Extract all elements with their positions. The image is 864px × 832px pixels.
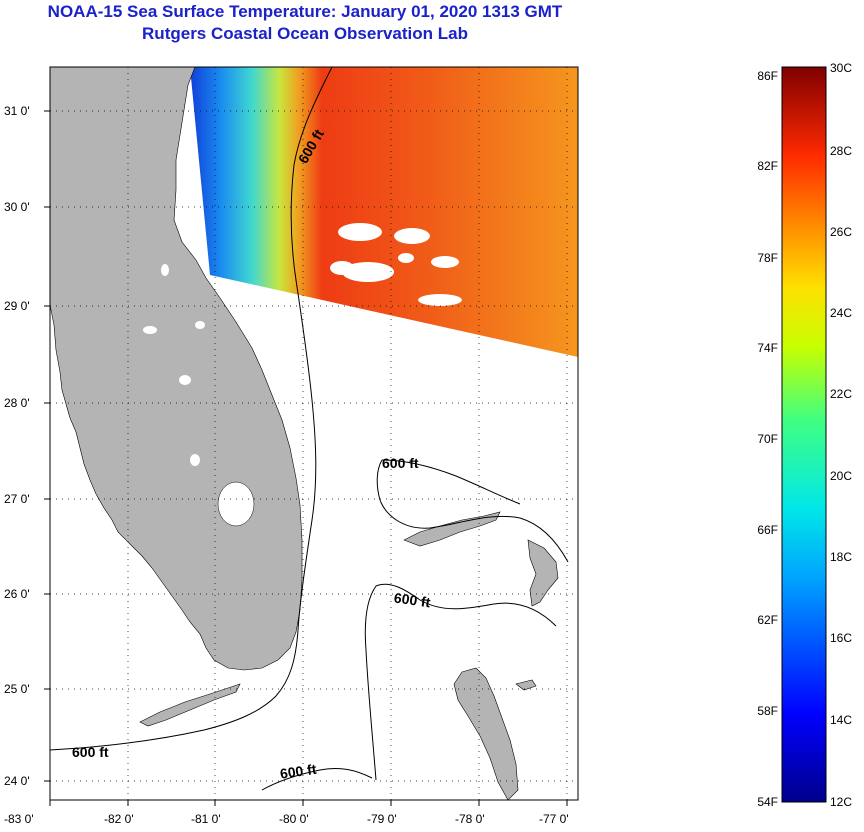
contour-label: 600 ft xyxy=(72,744,109,760)
contour-label: 600 ft xyxy=(279,761,318,782)
axis-ticks xyxy=(44,110,568,806)
colorbar-f-label: 74F xyxy=(757,341,778,355)
colorbar-fahrenheit-labels: 86F 82F 78F 74F 70F 66F 62F 58F 54F xyxy=(757,69,778,809)
colorbar-f-label: 78F xyxy=(757,251,778,265)
berry-islands xyxy=(515,679,537,691)
colorbar-c-label: 30C xyxy=(830,61,852,75)
colorbar-f-label: 62F xyxy=(757,613,778,627)
isobath-600ft xyxy=(50,67,569,791)
lat-label: 25 0' xyxy=(4,682,30,696)
abaco-island xyxy=(527,539,559,607)
andros-island xyxy=(453,667,519,800)
cloud-gaps xyxy=(330,223,462,306)
colorbar-c-label: 14C xyxy=(830,713,852,727)
colorbar-c-label: 22C xyxy=(830,387,852,401)
lon-label: -77 0' xyxy=(539,812,569,826)
map-title: NOAA-15 Sea Surface Temperature: January… xyxy=(47,2,563,21)
colorbar-c-label: 26C xyxy=(830,225,852,239)
latitude-labels: 31 0' 30 0' 29 0' 28 0' 27 0' 26 0' 25 0… xyxy=(4,104,30,788)
colorbar-f-label: 58F xyxy=(757,704,778,718)
lon-label: -80 0' xyxy=(279,812,309,826)
colorbar-f-label: 70F xyxy=(757,432,778,446)
colorbar xyxy=(781,66,827,803)
map-subtitle: Rutgers Coastal Ocean Observation Lab xyxy=(142,24,468,43)
colorbar-f-label: 54F xyxy=(757,795,778,809)
lat-label: 26 0' xyxy=(4,587,30,601)
lake-okeechobee xyxy=(217,481,255,527)
colorbar-celsius-labels: 30C 28C 26C 24C 22C 20C 18C 16C 14C 12C xyxy=(830,61,852,809)
colorbar-c-label: 28C xyxy=(830,144,852,158)
inland-lakes xyxy=(143,264,205,466)
lat-label: 24 0' xyxy=(4,774,30,788)
lon-label: -83 0' xyxy=(4,812,34,826)
longitude-labels: -83 0' -82 0' -81 0' -80 0' -79 0' -78 0… xyxy=(4,812,569,826)
colorbar-c-label: 16C xyxy=(830,631,852,645)
lat-label: 27 0' xyxy=(4,492,30,506)
colorbar-c-label: 20C xyxy=(830,469,852,483)
colorbar-f-label: 86F xyxy=(757,69,778,83)
florida-keys xyxy=(139,683,241,727)
lat-label: 28 0' xyxy=(4,396,30,410)
lon-label: -79 0' xyxy=(367,812,397,826)
lat-label: 31 0' xyxy=(4,104,30,118)
colorbar-f-label: 82F xyxy=(757,159,778,173)
lat-label: 30 0' xyxy=(4,200,30,214)
colorbar-f-label: 66F xyxy=(757,523,778,537)
lat-label: 29 0' xyxy=(4,299,30,313)
colorbar-c-label: 18C xyxy=(830,550,852,564)
lon-label: -82 0' xyxy=(104,812,134,826)
colorbar-c-label: 24C xyxy=(830,306,852,320)
lon-label: -78 0' xyxy=(455,812,485,826)
colorbar-c-label: 12C xyxy=(830,795,852,809)
lon-label: -81 0' xyxy=(191,812,221,826)
sst-swath xyxy=(190,67,578,357)
contour-label: 600 ft xyxy=(393,589,432,610)
contour-label: 600 ft xyxy=(382,455,419,471)
plot-border xyxy=(49,66,579,801)
